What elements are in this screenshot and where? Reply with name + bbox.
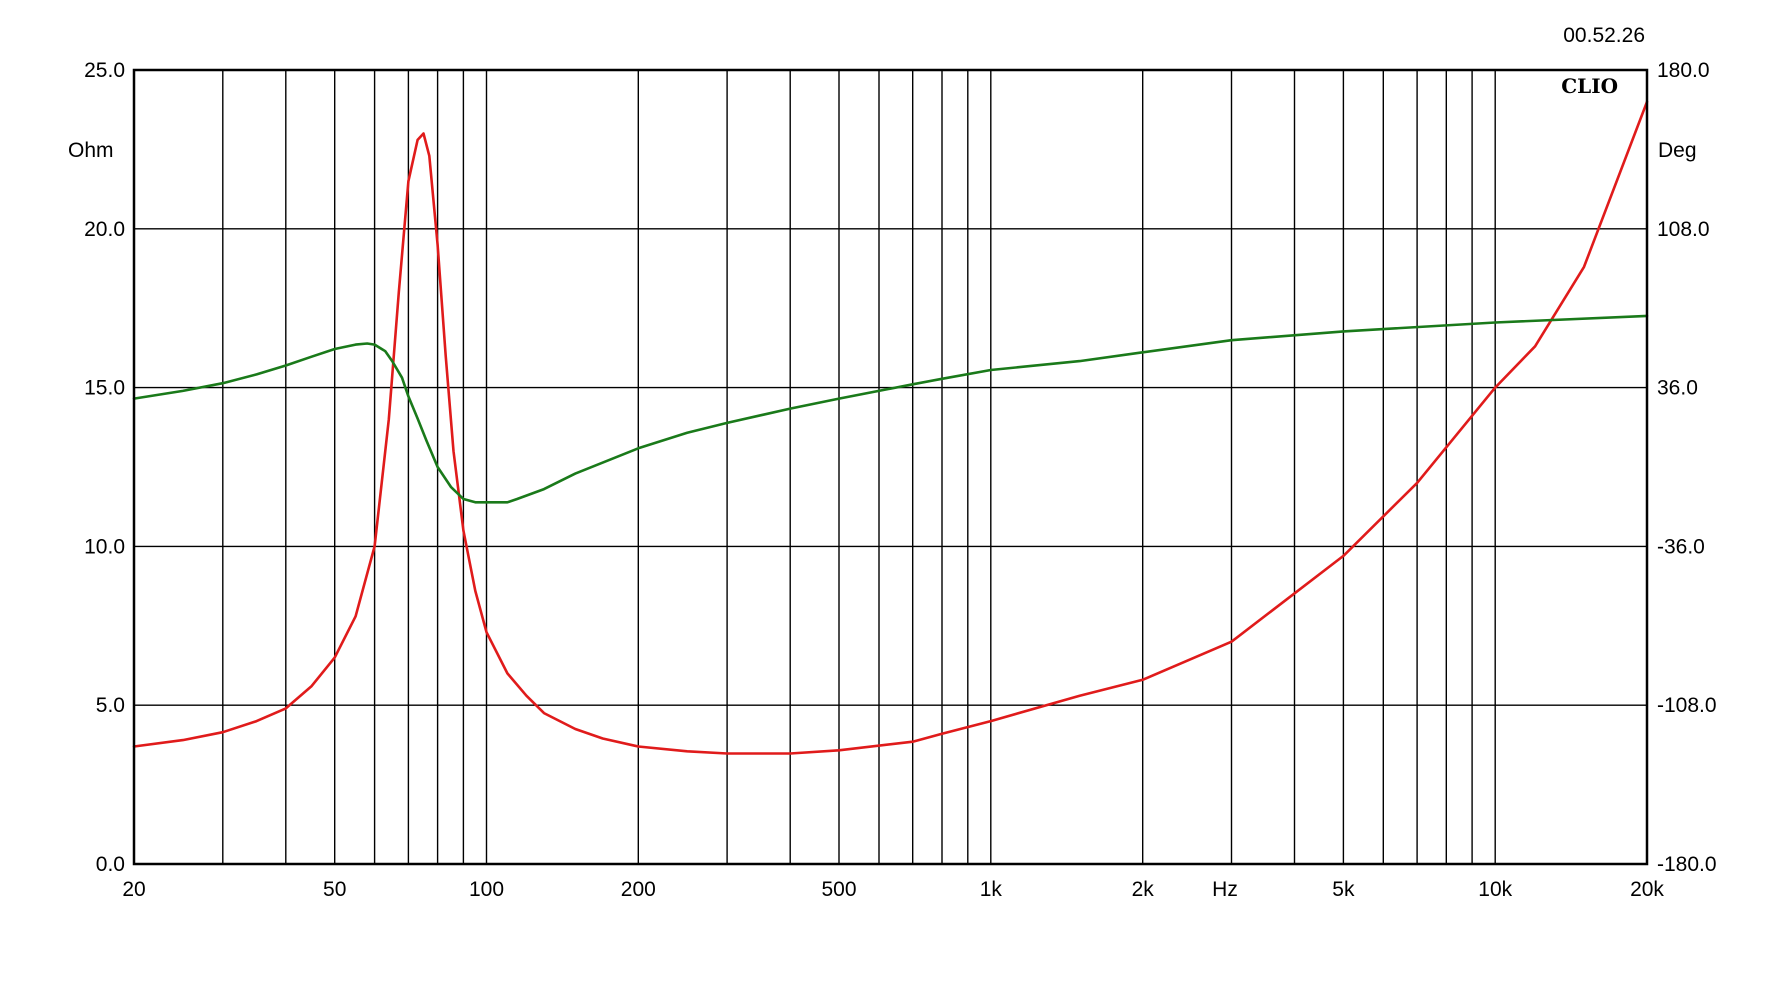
y-left-tick-label: 0.0 <box>96 853 125 876</box>
y-left-tick-label: 15.0 <box>84 377 125 400</box>
y-right-tick-label: -180.0 <box>1657 853 1717 876</box>
y-right-tick-label: -108.0 <box>1657 694 1717 717</box>
impedance-series-line <box>132 100 1649 755</box>
y-left-tick-label: 5.0 <box>96 694 125 717</box>
y-left-unit-label: Ohm <box>68 139 114 162</box>
x-tick-label: 200 <box>621 878 656 901</box>
axis-labels: 0.0 5.0 10.0 15.0 20.0 25.0 -180.0 -108.0 -36.0 3… <box>84 59 1716 901</box>
y-left-tick-label: 20.0 <box>84 218 125 241</box>
x-tick-label: 5k <box>1332 878 1355 901</box>
x-unit-label: Hz <box>1212 878 1238 901</box>
phase-series-line <box>132 314 1649 504</box>
y-right-unit-label: Deg <box>1658 139 1697 162</box>
x-tick-label: 20k <box>1630 878 1664 901</box>
x-tick-label: 10k <box>1478 878 1512 901</box>
plot-frame <box>132 68 1649 866</box>
y-right-tick-label: 180.0 <box>1657 59 1710 82</box>
x-tick-label: 20 <box>122 878 145 901</box>
x-tick-label: 500 <box>821 878 856 901</box>
x-tick-label: 100 <box>469 878 504 901</box>
y-left-tick-label: 10.0 <box>84 535 125 558</box>
timestamp: 00.52.26 <box>1563 24 1645 47</box>
y-left-tick-label: 25.0 <box>84 59 125 82</box>
y-right-tick-label: 108.0 <box>1657 218 1710 241</box>
x-tick-label: 2k <box>1132 878 1155 901</box>
series-layer <box>132 100 1649 755</box>
x-tick-label: 1k <box>980 878 1003 901</box>
y-right-tick-label: -36.0 <box>1657 535 1705 558</box>
y-right-tick-label: 36.0 <box>1657 377 1698 400</box>
x-tick-label: 50 <box>323 878 346 901</box>
clio-logo: CLIO <box>1561 74 1618 98</box>
